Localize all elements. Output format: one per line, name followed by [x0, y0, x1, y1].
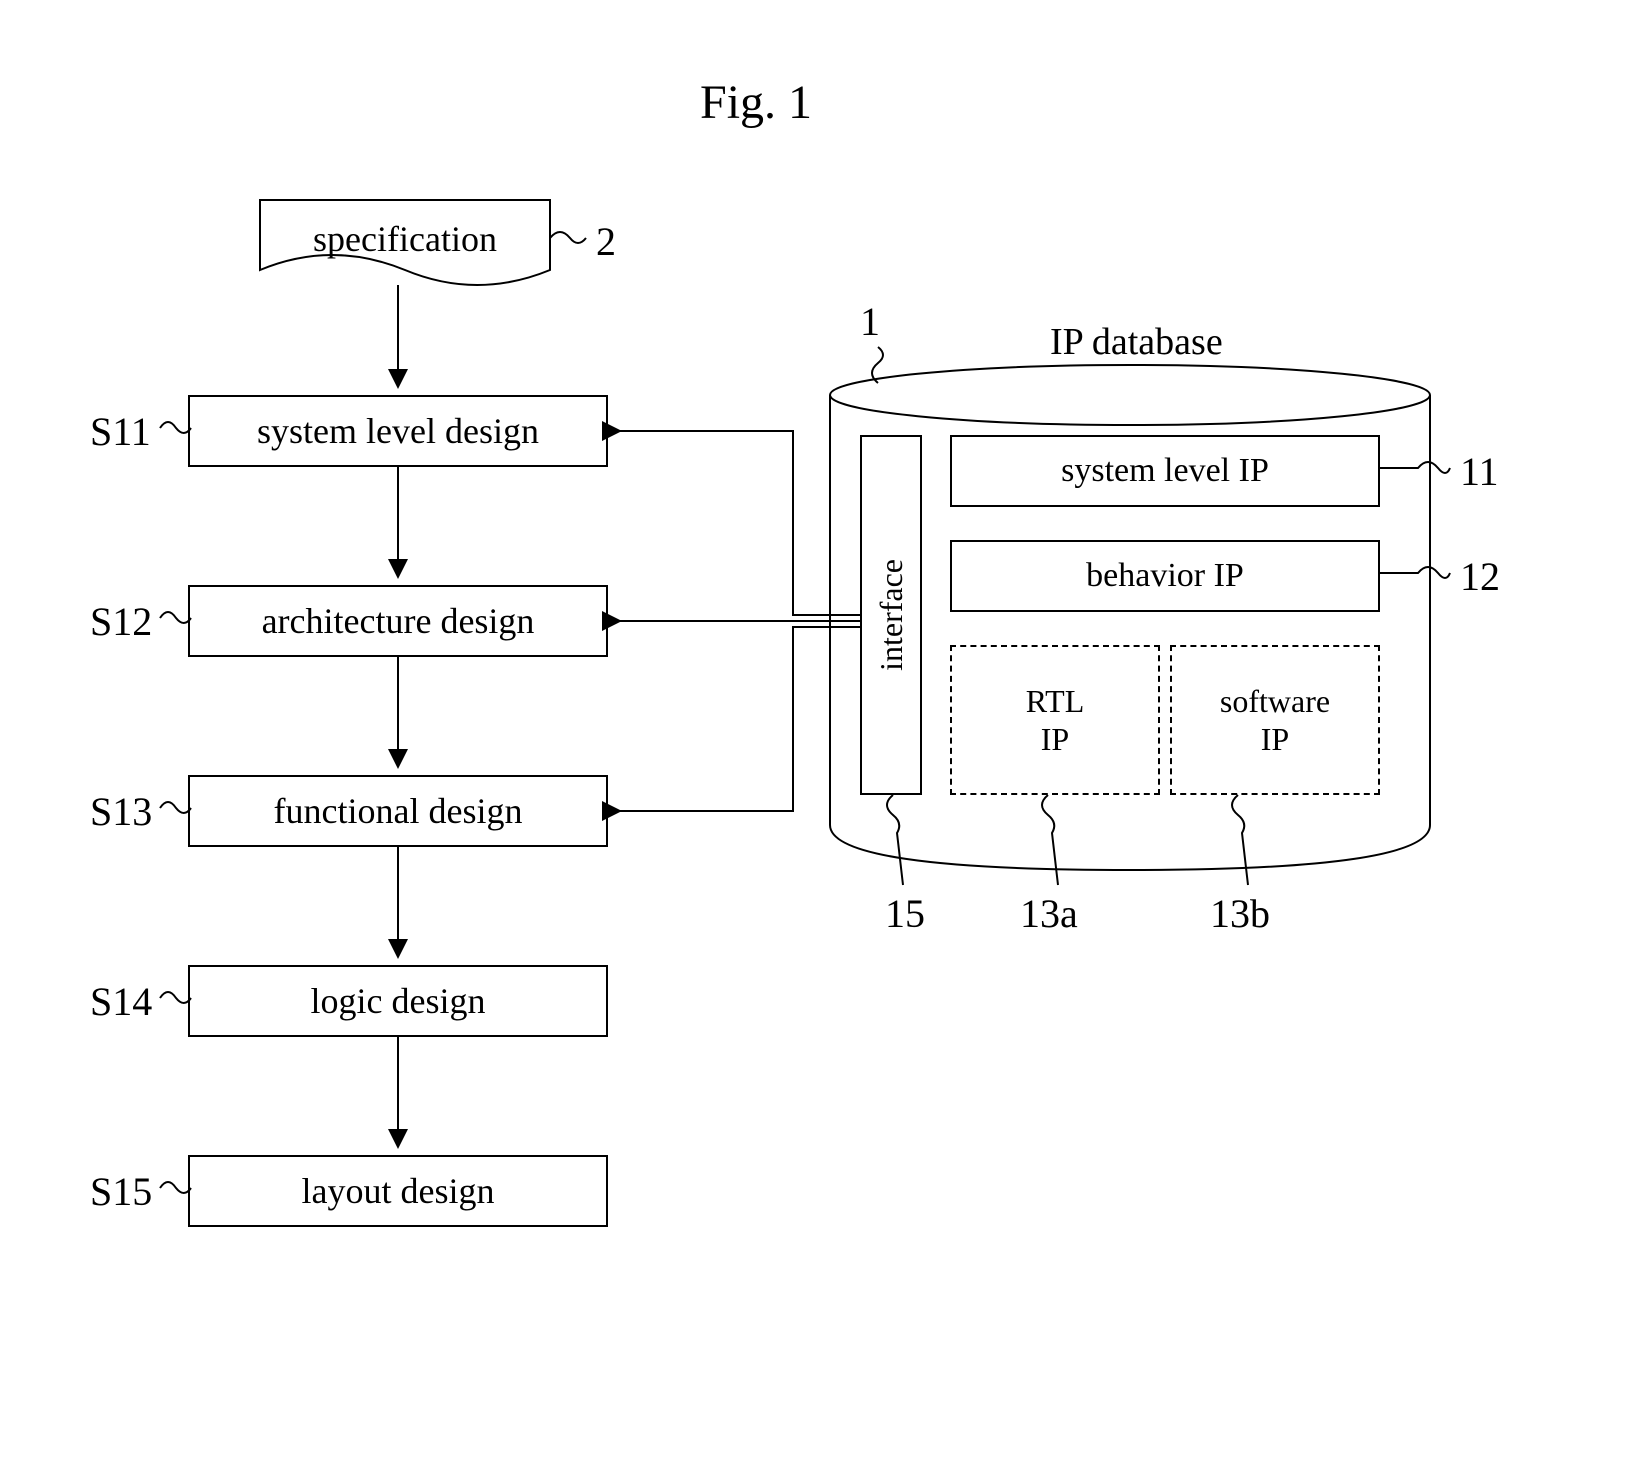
process-s12-label: architecture design	[262, 600, 535, 642]
system-level-ip-box: system level IP	[950, 435, 1380, 507]
ref-1: 1	[860, 298, 880, 345]
arrow-interface-s11	[608, 0, 878, 640]
ref-s11: S11	[90, 408, 151, 455]
arrow-s13-s14	[398, 847, 418, 965]
ip-database-title: IP database	[1050, 320, 1223, 364]
behavior-ip-label: behavior IP	[1086, 557, 1244, 595]
leader-1	[870, 345, 900, 385]
process-s13: functional design	[188, 775, 608, 847]
ref-13b: 13b	[1210, 890, 1270, 937]
arrow-s11-s12	[398, 467, 418, 585]
ref-s12: S12	[90, 598, 152, 645]
leader-s14	[158, 990, 193, 1020]
spec-document: specification	[260, 200, 550, 280]
behavior-ip-box: behavior IP	[950, 540, 1380, 612]
leader-s15	[158, 1180, 193, 1210]
leader-13a	[1040, 795, 1070, 890]
system-level-ip-label: system level IP	[1061, 452, 1269, 490]
ref-12: 12	[1460, 553, 1500, 600]
leader-2	[548, 230, 588, 260]
leader-11	[1380, 460, 1450, 490]
leader-s11	[158, 420, 193, 450]
arrow-interface-s13	[608, 615, 878, 835]
spec-label: specification	[260, 218, 550, 260]
process-s13-label: functional design	[274, 790, 523, 832]
ref-11: 11	[1460, 448, 1499, 495]
rtl-ip-label: RTL IP	[1026, 682, 1085, 759]
ref-s14: S14	[90, 978, 152, 1025]
process-s14-label: logic design	[311, 980, 486, 1022]
arrow-s12-s13	[398, 657, 418, 775]
ref-13a: 13a	[1020, 890, 1078, 937]
leader-15	[885, 795, 915, 890]
process-s11-label: system level design	[257, 410, 539, 452]
process-s15: layout design	[188, 1155, 608, 1227]
leader-12	[1380, 565, 1450, 595]
ref-s15: S15	[90, 1168, 152, 1215]
process-s14: logic design	[188, 965, 608, 1037]
leader-s12	[158, 610, 193, 640]
software-ip-box: software IP	[1170, 645, 1380, 795]
process-s12: architecture design	[188, 585, 608, 657]
software-ip-label: software IP	[1220, 682, 1330, 759]
ref-2: 2	[596, 218, 616, 265]
arrow-spec-s11	[398, 285, 418, 395]
rtl-ip-box: RTL IP	[950, 645, 1160, 795]
interface-label: interface	[873, 559, 910, 671]
process-s11: system level design	[188, 395, 608, 467]
ref-s13: S13	[90, 788, 152, 835]
leader-s13	[158, 800, 193, 830]
leader-13b	[1230, 795, 1260, 890]
arrow-s14-s15	[398, 1037, 418, 1155]
ref-15: 15	[885, 890, 925, 937]
process-s15-label: layout design	[302, 1170, 495, 1212]
